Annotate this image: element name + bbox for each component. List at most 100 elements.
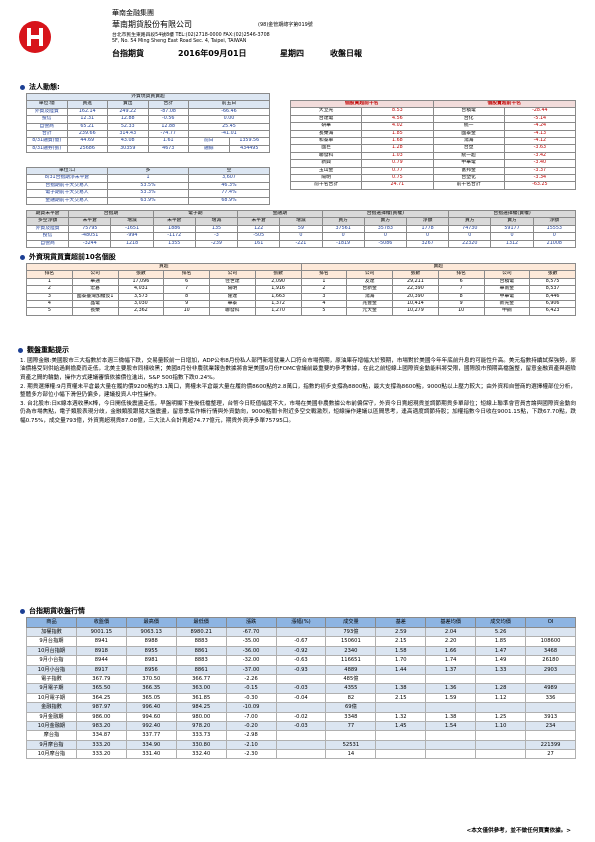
table-cell: 1,372 (254, 300, 302, 309)
table: 外資現貨買賣超 單位:億 買進 賣出 合計 前五日 外資及陸資 162.14 249.22 -87… (26, 92, 270, 154)
contracts-table-wrap: 單位:口多空 8/31台指期淨未平倉 1 3,607 台指期前十大交易人 53.5% 46.… (26, 166, 270, 206)
table-cell: 1.45 (375, 720, 427, 732)
table-cell: -1651 (110, 224, 154, 234)
header-cell: 淨額 (405, 217, 450, 226)
table-cell: -0.03 (275, 720, 327, 732)
table-cell: 聯發科 (209, 307, 256, 316)
logo (19, 21, 51, 53)
table-cell: 加權指數 (26, 626, 77, 638)
table-cell: 4355 (325, 683, 377, 694)
table-cell (275, 730, 327, 741)
header-cell: 合計 (147, 100, 189, 109)
table-cell: 1.85 (475, 636, 527, 647)
header-row: 商品 收盤價 最高價 最低價 漲跌 漲幅(%) 成交量 基差 基差均價 成交均價 OI (26, 617, 576, 628)
table-cell: 和泰車 (289, 137, 363, 146)
table-cell (525, 702, 576, 713)
table-cell: 中華電 (432, 159, 505, 168)
header-cell: 賣出 (107, 100, 149, 109)
table-cell: 0 (490, 232, 534, 241)
table-row: 玉山金 0.77 富邦金 -3.37 (289, 166, 577, 176)
table-cell: -0.04 (275, 692, 327, 704)
table-cell: 研華 (289, 122, 363, 131)
table-cell: 983.20 (75, 720, 127, 732)
table-cell: 統一 (432, 122, 505, 131)
table-cell: -28.44 (503, 107, 577, 116)
table-cell: 15553 (532, 224, 577, 234)
header-cell: 最低價 (175, 617, 227, 628)
table-row: 1 華通 17,096 6 佳世達 2,090 1 友達 29,211 6 台積電 8,575 (26, 277, 576, 287)
header-cell: 買方 (448, 217, 492, 226)
header-cell: 成交均價 (475, 617, 527, 628)
table-cell: 電子指數 (26, 673, 77, 685)
table-cell: 9 (437, 300, 485, 309)
table-cell: 53.3% (107, 189, 189, 198)
table-cell: 239.66 (66, 130, 108, 139)
table-cell (425, 749, 477, 760)
table-cell: 0 (363, 232, 407, 241)
table-row: 10月台指期 8918 8955 8861 -36.00 -0.92 2340 1.58 1.6… (26, 645, 576, 657)
table-cell: -0.63 (275, 655, 327, 666)
table-cell: 8 (163, 292, 210, 302)
header-cell: 增減 (110, 217, 154, 226)
header-cell: 個股買超前十名 (290, 99, 434, 109)
table-cell: 82 (325, 692, 377, 704)
table-cell: 1.03 (361, 151, 434, 161)
header-cell: 公司 (71, 270, 119, 279)
table-row: 9月電子期 365.50 366.35 363.00 -0.15 -0.03 4355 1.3… (26, 683, 576, 694)
header-row: 買超 賣超 (26, 262, 576, 272)
table-cell: 1.38 (375, 683, 427, 694)
table-cell: 8883 (175, 655, 227, 666)
table-cell: 10月金融期 (26, 720, 77, 732)
table-cell: 融餘 (188, 144, 230, 154)
section-title: 外資現貨買賣超前10名個股 (20, 252, 116, 262)
table-cell: 10月台指期 (26, 645, 77, 657)
table-cell (525, 626, 576, 638)
table-cell (475, 702, 527, 713)
table-cell: 334.90 (125, 739, 177, 751)
top10-table-wrap: 買超 賣超 排名 公司 張數 排名 公司 張數 排名 公司 張數 排名 公司 張數 1 華通 17,096 6 佳世… (26, 262, 576, 316)
table-cell: 2 (300, 285, 348, 294)
table-cell: 2.04 (425, 626, 477, 638)
table-cell: 52.33 (107, 122, 149, 132)
table-cell: 21008 (532, 239, 577, 249)
table-cell: -0.15 (225, 683, 277, 694)
table-cell: 68.9% (188, 196, 270, 206)
table-cell: 陽明 (209, 285, 256, 294)
table-cell: 2903 (525, 664, 576, 675)
table-cell: 0.77 (361, 166, 434, 176)
table-cell: 4.56 (361, 114, 434, 124)
header-cell: 排名 (437, 270, 485, 279)
table-cell: -4.12 (503, 137, 577, 146)
weekday: 星期四 (280, 49, 304, 58)
table-cell: 14 (325, 749, 377, 760)
header-cell: 漲幅(%) (275, 617, 327, 628)
table-cell: 投信 (25, 232, 70, 241)
table-cell: 1,916 (254, 285, 302, 294)
header-cell: 商品 (26, 617, 77, 628)
table-cell: -3.63 (503, 144, 577, 153)
header-cell: 外資現貨買賣超 (26, 92, 270, 102)
table-row: 新興 0.79 中華電 -3.40 (289, 159, 577, 168)
table-cell: 1,663 (254, 292, 302, 302)
table-cell (475, 730, 527, 741)
table-cell: -36.00 (225, 645, 277, 657)
table-cell (375, 702, 427, 713)
table-cell: 63.9% (107, 196, 189, 206)
table-cell: 1.28 (361, 144, 434, 153)
table-cell: 122 (237, 224, 281, 234)
table-cell: 摩台指 (26, 730, 77, 741)
table-cell: 8,537 (529, 285, 576, 294)
table-cell: 台積電 (432, 107, 505, 116)
header-cell: 台指選擇權(賣權) (448, 209, 576, 219)
table-cell: 10,414 (392, 300, 439, 309)
table-cell: 978.20 (175, 720, 227, 732)
table-cell (425, 739, 477, 751)
table-cell: 333.20 (75, 749, 127, 760)
table-cell: 1.44 (375, 664, 427, 675)
table-cell: 1.33 (475, 664, 527, 675)
table-cell: 中華電 (483, 292, 531, 302)
header-cell: 淨額 (532, 217, 577, 226)
table-cell: 1.54 (425, 720, 477, 732)
table-cell: 前十名合計 (432, 181, 505, 190)
table-cell: 1.25 (475, 711, 527, 722)
